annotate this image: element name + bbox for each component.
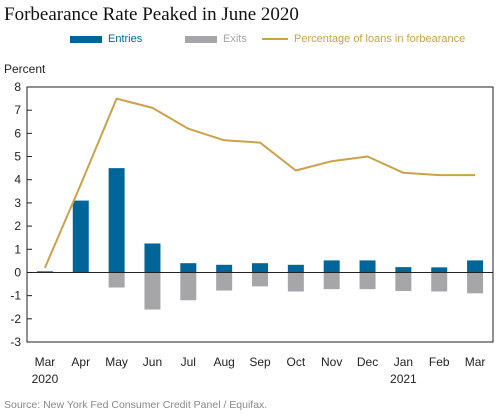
legend-forbearance: Percentage of loans in forbearance <box>262 33 465 45</box>
x-tick-label: Sep <box>249 355 271 369</box>
x-year-label: 2021 <box>390 372 417 386</box>
forbearance-line <box>43 97 476 269</box>
x-tick-label: Mar <box>35 355 56 369</box>
y-tick-label: 3 <box>14 196 21 210</box>
y-tick-label: 7 <box>14 103 21 117</box>
x-tick-label: Jan <box>394 355 413 369</box>
entries-bar <box>144 243 161 273</box>
legend-exits: Exits <box>185 33 247 45</box>
entries-bar <box>180 263 197 273</box>
entries-bar <box>431 267 448 273</box>
exits-bar <box>395 272 412 291</box>
y-tick-label: 4 <box>14 173 21 187</box>
entries-bar <box>287 264 304 273</box>
exits-bar <box>180 272 197 301</box>
exits-bar <box>359 272 376 290</box>
entries-bar <box>359 260 376 273</box>
entries-bar <box>216 264 233 273</box>
legend-entries-swatch <box>70 35 102 43</box>
source-note: Source: New York Fed Consumer Credit Pan… <box>4 399 268 411</box>
legend-forbearance-swatch <box>262 38 288 40</box>
y-tick-label: 1 <box>14 242 21 256</box>
exits-bar <box>252 272 268 287</box>
exits-bar <box>287 272 304 292</box>
plot-frame <box>26 86 494 343</box>
y-tick-label: 5 <box>14 150 21 164</box>
legend-forbearance-label: Percentage of loans in forbearance <box>294 33 466 45</box>
y-tick-label: 6 <box>14 126 21 140</box>
entries-bar <box>467 260 484 273</box>
y-tick-label: 8 <box>14 80 21 94</box>
entries-bar <box>252 263 268 273</box>
x-tick-label: Jun <box>143 355 162 369</box>
exits-bar <box>108 272 125 288</box>
exits-bar <box>323 272 340 290</box>
y-tick-label: -2 <box>10 312 21 326</box>
x-tick-label: Dec <box>357 355 378 369</box>
exits-bar <box>431 272 448 292</box>
entries-bar <box>36 271 53 273</box>
entries-bar <box>323 260 340 273</box>
y-axis-label: Percent <box>4 62 46 76</box>
y-axis-ticks: -3 -2 -1 0 1 2 3 4 5 6 7 8 <box>10 80 32 349</box>
entries-bar <box>395 267 412 273</box>
y-tick-label: 0 <box>14 265 21 279</box>
chart-title: Forbearance Rate Peaked in June 2020 <box>4 4 299 25</box>
x-tick-label: May <box>105 355 128 369</box>
x-tick-label: Feb <box>429 355 450 369</box>
x-tick-label: Mar <box>465 355 486 369</box>
y-tick-label: 2 <box>14 219 21 233</box>
x-tick-label: Oct <box>287 355 306 369</box>
forbearance-line-layer <box>43 97 476 269</box>
x-axis-labels: Mar 2020 Apr May Jun Jul Aug Sep Oct Nov Dec Jan 202… <box>32 355 486 386</box>
y-tick-label: -1 <box>10 289 21 303</box>
x-tick-label: Jul <box>181 355 196 369</box>
legend-entries: Entries <box>70 33 142 45</box>
x-tick-label: Apr <box>71 355 90 369</box>
entries-bar <box>72 200 89 273</box>
x-tick-label: Nov <box>321 355 342 369</box>
legend-exits-swatch <box>185 35 217 43</box>
exits-bar <box>216 272 233 291</box>
x-year-label: 2020 <box>32 372 59 386</box>
legend-entries-label: Entries <box>108 33 143 45</box>
exits-bar <box>144 272 161 310</box>
legend: Entries Exits Percentage of loans in for… <box>0 33 500 51</box>
entries-bar <box>108 168 125 273</box>
y-tick-label: -3 <box>10 335 21 349</box>
bars <box>36 168 484 310</box>
x-tick-label: Aug <box>213 355 234 369</box>
legend-exits-label: Exits <box>223 33 247 45</box>
exits-bar <box>467 272 484 294</box>
